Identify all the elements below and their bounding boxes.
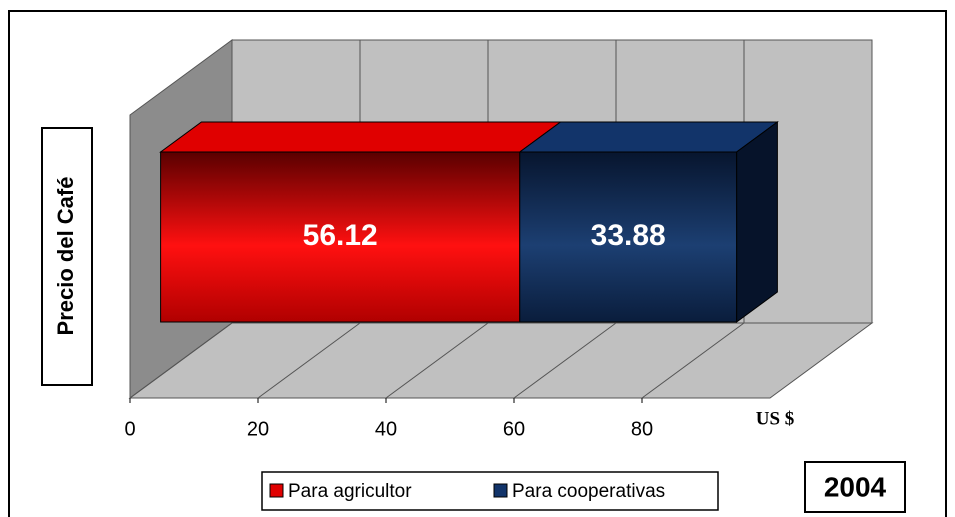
legend-swatch <box>493 483 508 498</box>
legend <box>261 471 719 511</box>
annotation-box <box>804 461 906 513</box>
bar <box>519 151 738 323</box>
y-label-box <box>41 127 93 386</box>
legend-label: Para agricultor <box>288 481 412 502</box>
bar-top <box>159 121 563 153</box>
bar-side <box>736 121 778 323</box>
floor-grid-line <box>257 322 361 399</box>
x-tick-label: 20 <box>247 418 269 440</box>
legend-swatch <box>269 483 284 498</box>
data-label: 33.88 <box>591 219 666 252</box>
x-tick-label: 60 <box>503 418 525 440</box>
data-label: 56.12 <box>303 219 378 252</box>
plot-area: 0 20 40 60 80 56.12 33.88 <box>124 39 874 440</box>
floor <box>128 322 874 399</box>
x-tick-label: 80 <box>631 418 653 440</box>
annotation: 2004 <box>824 471 887 502</box>
x-axis-label: US $ <box>756 408 795 429</box>
floor-grid-line <box>129 322 233 399</box>
bar <box>160 151 521 323</box>
y-axis-label: Precio del Café <box>53 177 78 336</box>
bar-top <box>518 121 779 153</box>
x-tick-label: 40 <box>375 418 397 440</box>
floor-grid-line <box>513 322 617 399</box>
legend-label: Para cooperativas <box>512 481 665 502</box>
x-tick-label: 0 <box>124 418 135 440</box>
floor-grid-line <box>385 322 489 399</box>
floor-grid-line <box>641 322 745 399</box>
frame <box>8 10 947 517</box>
